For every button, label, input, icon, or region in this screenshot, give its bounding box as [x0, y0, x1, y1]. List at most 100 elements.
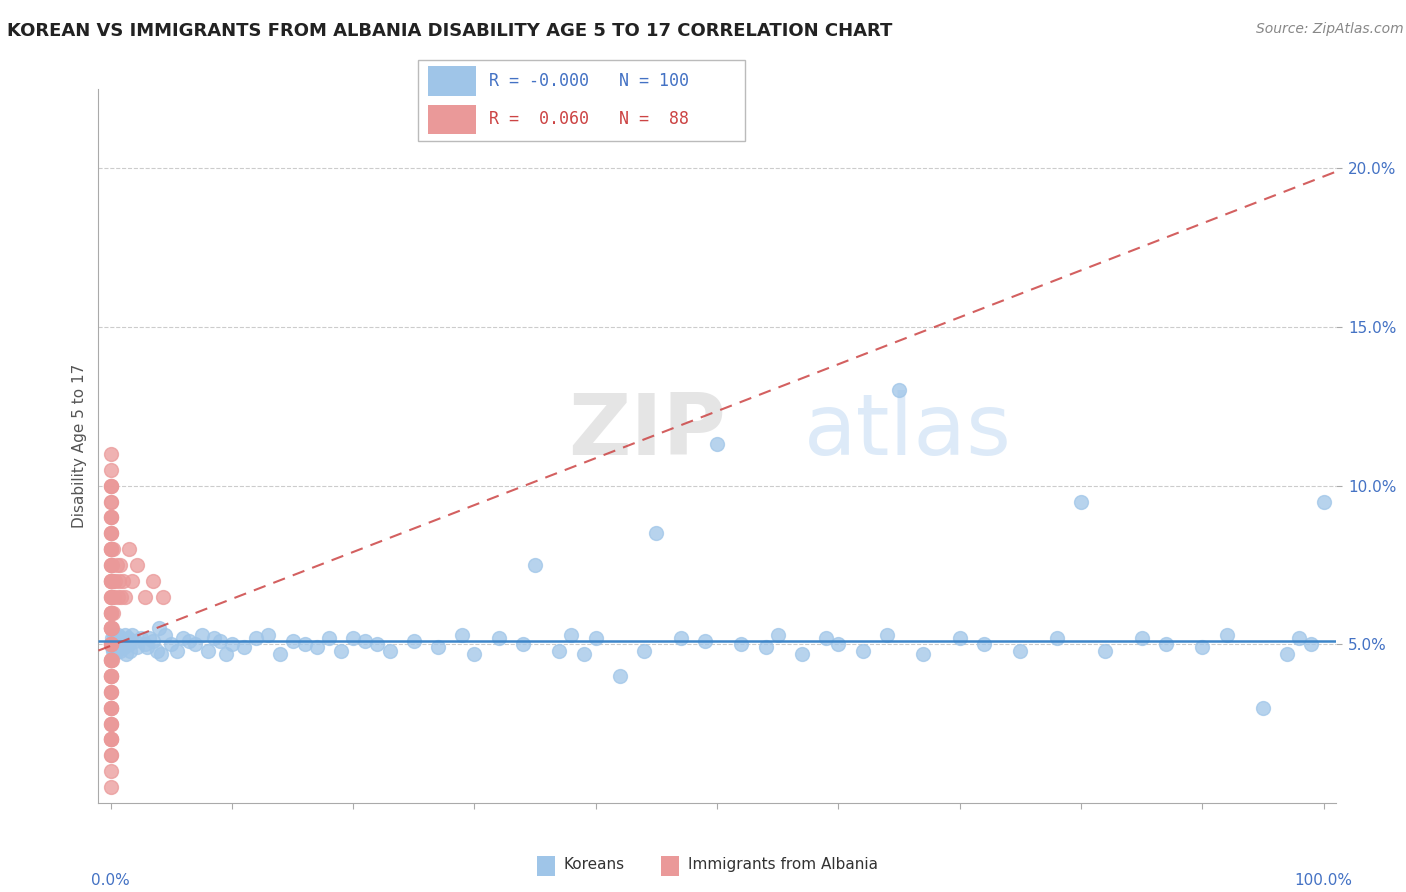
Point	[208, 634, 231, 648]
Bar	[429, 104, 475, 134]
Point	[669, 631, 692, 645]
Point	[124, 634, 146, 648]
Point	[112, 640, 135, 655]
Point	[912, 647, 935, 661]
Point	[548, 643, 571, 657]
Point	[100, 700, 122, 714]
Point	[949, 631, 972, 645]
Point	[100, 558, 122, 572]
Point	[100, 590, 122, 604]
Point	[100, 526, 122, 541]
Point	[118, 542, 141, 557]
Point	[645, 526, 668, 541]
Point	[100, 478, 122, 492]
Point	[117, 631, 139, 645]
Point	[110, 631, 132, 645]
Point	[512, 637, 534, 651]
Point	[100, 637, 122, 651]
Point	[121, 628, 143, 642]
Point	[269, 647, 291, 661]
Point	[100, 574, 122, 588]
Point	[706, 437, 728, 451]
Point	[100, 574, 122, 588]
Point	[114, 590, 136, 604]
Point	[100, 748, 122, 763]
Point	[100, 606, 122, 620]
Point	[730, 637, 752, 651]
Point	[100, 732, 122, 747]
Point	[100, 542, 122, 557]
Point	[100, 732, 122, 747]
Point	[100, 478, 122, 492]
Point	[100, 716, 122, 731]
Point	[1130, 631, 1153, 645]
Point	[184, 637, 207, 651]
Point	[100, 494, 122, 508]
Point	[585, 631, 607, 645]
Point	[142, 634, 165, 648]
Point	[166, 643, 188, 657]
Point	[134, 637, 156, 651]
Point	[107, 628, 129, 642]
Point	[100, 685, 122, 699]
FancyBboxPatch shape	[418, 60, 745, 141]
Point	[105, 643, 128, 657]
Point	[1046, 631, 1069, 645]
Point	[100, 653, 122, 667]
Point	[100, 716, 122, 731]
Point	[110, 590, 132, 604]
Point	[524, 558, 547, 572]
Point	[1070, 494, 1092, 508]
Point	[100, 669, 122, 683]
Point	[100, 732, 122, 747]
Point	[110, 643, 132, 657]
Point	[354, 634, 377, 648]
Point	[755, 640, 778, 655]
Point	[233, 640, 256, 655]
Point	[378, 643, 401, 657]
Point	[115, 647, 138, 661]
Point	[134, 590, 156, 604]
Point	[1154, 637, 1177, 651]
Point	[1215, 628, 1237, 642]
Point	[100, 542, 122, 557]
Point	[160, 637, 183, 651]
Point	[100, 590, 122, 604]
Point	[827, 637, 849, 651]
Point	[100, 653, 122, 667]
Point	[815, 631, 838, 645]
Text: KOREAN VS IMMIGRANTS FROM ALBANIA DISABILITY AGE 5 TO 17 CORRELATION CHART: KOREAN VS IMMIGRANTS FROM ALBANIA DISABI…	[7, 22, 893, 40]
Point	[100, 669, 122, 683]
Point	[100, 621, 122, 635]
Bar	[429, 67, 475, 96]
Point	[100, 764, 122, 778]
Point	[100, 606, 122, 620]
Point	[100, 700, 122, 714]
Point	[100, 526, 122, 541]
Point	[100, 640, 122, 655]
Point	[104, 574, 127, 588]
Point	[488, 631, 510, 645]
Point	[100, 637, 122, 651]
Point	[150, 647, 173, 661]
Point	[103, 628, 125, 642]
Point	[100, 700, 122, 714]
Point	[136, 640, 159, 655]
Point	[100, 631, 122, 645]
Point	[100, 669, 122, 683]
Point	[876, 628, 898, 642]
Point	[172, 631, 194, 645]
Point	[148, 621, 170, 635]
Point	[100, 526, 122, 541]
Point	[100, 606, 122, 620]
Point	[1191, 640, 1213, 655]
Point	[142, 574, 165, 588]
Text: R = -0.000   N = 100: R = -0.000 N = 100	[489, 72, 689, 90]
Point	[1288, 631, 1310, 645]
Text: R =  0.060   N =  88: R = 0.060 N = 88	[489, 111, 689, 128]
Point	[129, 631, 152, 645]
Point	[1301, 637, 1323, 651]
Point	[202, 631, 225, 645]
Point	[318, 631, 340, 645]
Point	[1010, 643, 1032, 657]
